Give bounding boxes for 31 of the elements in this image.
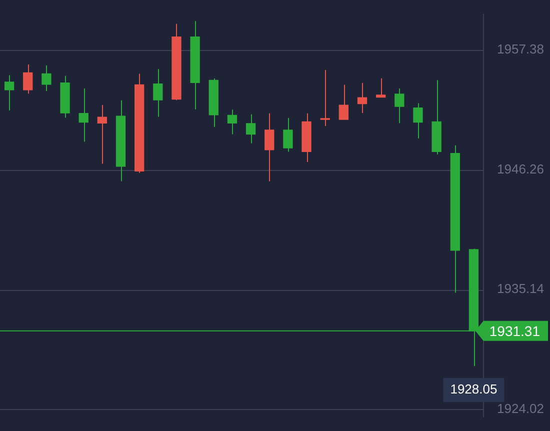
candlestick	[153, 68, 163, 118]
candlestick	[116, 100, 126, 182]
candlestick	[320, 70, 330, 126]
y-tick-label: 1946.26	[497, 161, 544, 176]
candlestick	[97, 104, 108, 164]
candlestick	[338, 84, 349, 120]
candlestick	[208, 78, 218, 128]
candlestick	[227, 109, 238, 135]
candlestick	[42, 64, 52, 92]
y-tick-label: 1935.14	[497, 281, 544, 296]
candlestick	[394, 88, 404, 124]
candlestick	[357, 82, 368, 114]
candlestick	[60, 75, 70, 118]
candlestick	[432, 80, 442, 156]
candlestick	[4, 74, 14, 112]
annotation: 1928.05	[450, 382, 498, 397]
y-tick-label: 1957.38	[497, 42, 544, 57]
candlestick	[413, 102, 423, 139]
candlestick	[376, 78, 386, 98]
candlestick	[78, 88, 88, 142]
candlestick	[246, 114, 256, 144]
candlestick	[264, 112, 274, 182]
candlestick	[283, 117, 293, 152]
candlestick	[450, 144, 460, 294]
ref-line-label: 1931.31	[489, 322, 540, 339]
candlestick	[23, 64, 33, 94]
candlestick	[302, 112, 312, 162]
candlestick	[190, 20, 200, 110]
y-tick-label: 1924.02	[497, 401, 544, 416]
candlestick	[172, 23, 182, 101]
candlestick	[134, 73, 144, 174]
